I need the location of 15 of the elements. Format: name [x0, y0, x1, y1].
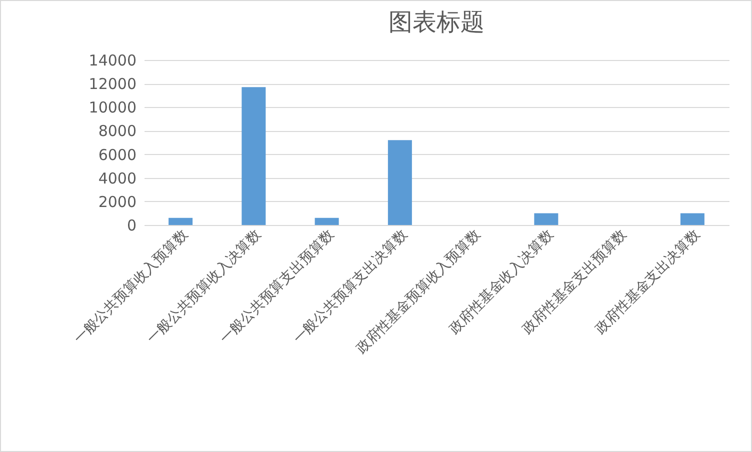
y-tick-label: 14000 [88, 52, 136, 70]
bar [388, 140, 412, 225]
y-tick-label: 0 [126, 216, 136, 234]
y-tick-label: 4000 [98, 169, 136, 188]
y-tick-label: 10000 [88, 98, 136, 117]
y-tick-label: 2000 [98, 192, 136, 211]
y-tick-label: 8000 [98, 122, 136, 140]
bar [168, 218, 193, 225]
chart-title: 图表标题 [388, 8, 484, 36]
y-tick-label: 12000 [88, 75, 136, 94]
bar [242, 87, 266, 225]
bar [680, 213, 704, 225]
y-tick-label: 6000 [98, 146, 136, 164]
bar [534, 213, 558, 225]
bar [314, 218, 339, 225]
